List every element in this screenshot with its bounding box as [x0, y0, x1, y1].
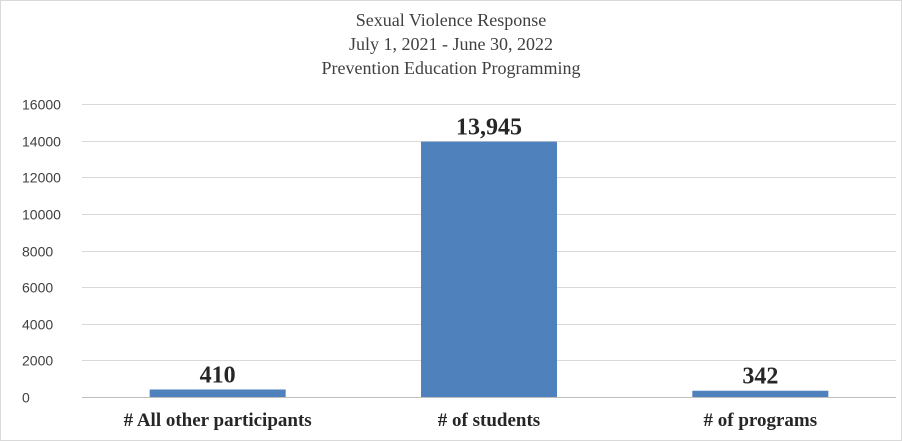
data-label: 13,945: [456, 115, 522, 141]
x-category-label: # of students: [438, 410, 540, 431]
data-label: 410: [200, 362, 236, 388]
chart-title: Sexual Violence Response July 1, 2021 - …: [0, 8, 902, 80]
y-tick-label: 12000: [22, 170, 61, 186]
chart-title-line-3: Prevention Education Programming: [321, 58, 581, 78]
x-category-label: # of programs: [704, 410, 818, 431]
data-label: 342: [742, 364, 778, 390]
y-tick-label: 10000: [22, 207, 61, 223]
y-tick-label: 0: [22, 390, 30, 406]
bar: [421, 141, 557, 397]
y-tick-label: 16000: [22, 97, 61, 113]
y-tick-label: 4000: [22, 317, 53, 333]
bars: [149, 141, 829, 397]
y-axis: 0 2000 4000 6000 8000 10000 12000 14000 16000: [22, 97, 61, 406]
y-tick-label: 6000: [22, 280, 53, 296]
x-category-label: # All other participants: [124, 410, 312, 431]
x-axis: # All other participants # of students # o…: [124, 410, 818, 431]
y-tick-label: 8000: [22, 244, 53, 260]
bar: [692, 390, 829, 397]
chart-title-line-2: July 1, 2021 - June 30, 2022: [349, 34, 553, 54]
y-tick-label: 14000: [22, 134, 61, 150]
chart-title-line-1: Sexual Violence Response: [355, 10, 547, 30]
bar: [149, 389, 286, 397]
data-labels: 410 13,945 342: [200, 115, 779, 390]
y-tick-label: 2000: [22, 353, 53, 369]
